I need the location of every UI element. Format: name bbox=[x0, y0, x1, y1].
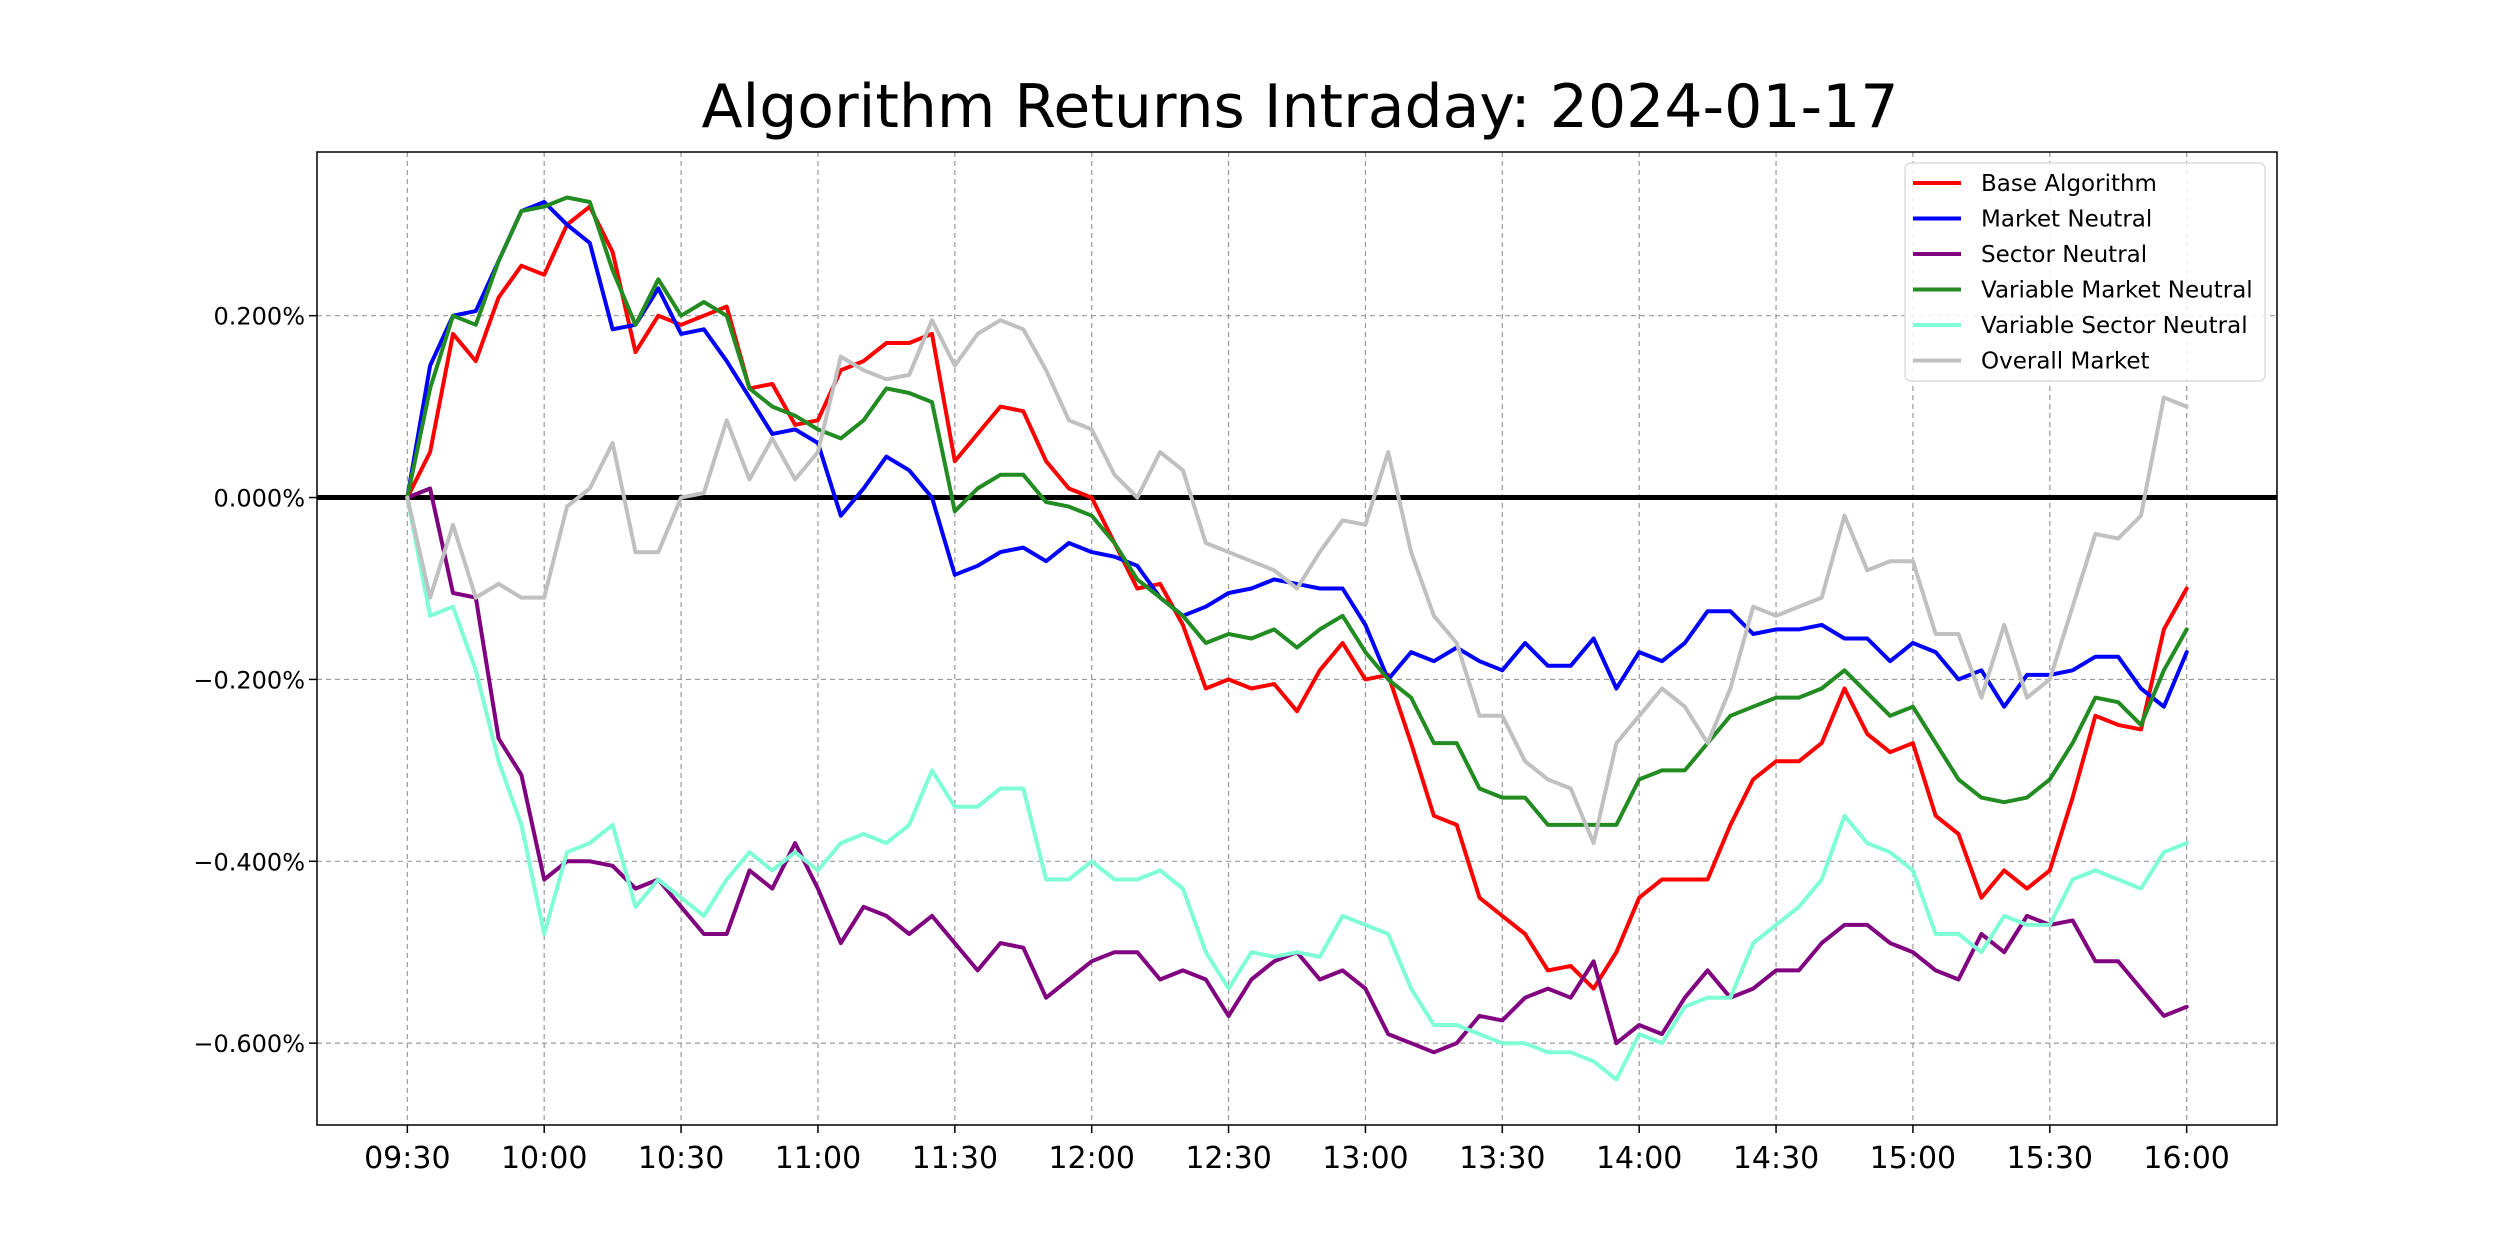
x-tick-label: 13:00 bbox=[1322, 1141, 1408, 1176]
legend-label: Sector Neutral bbox=[1981, 242, 2147, 268]
x-tick-label: 10:00 bbox=[501, 1141, 587, 1176]
x-tick-label: 11:00 bbox=[775, 1141, 861, 1176]
x-tick-label: 12:00 bbox=[1048, 1141, 1134, 1176]
x-tick-label: 14:30 bbox=[1733, 1141, 1819, 1176]
legend-label: Market Neutral bbox=[1981, 207, 2152, 233]
legend: Base Algorithm Market Neutral Sector Neutr… bbox=[1904, 162, 2266, 382]
x-tick-label: 10:30 bbox=[638, 1141, 724, 1176]
y-tick-label: 0.000% bbox=[213, 485, 305, 513]
x-tick-label: 09:30 bbox=[364, 1141, 450, 1176]
x-tick-label: 15:30 bbox=[2007, 1141, 2093, 1176]
x-tick-label: 16:00 bbox=[2143, 1141, 2229, 1176]
series-line-4 bbox=[405, 495, 2189, 1082]
series-line-3 bbox=[405, 195, 2189, 827]
legend-label: Variable Sector Neutral bbox=[1981, 313, 2248, 339]
x-tick-label: 11:30 bbox=[912, 1141, 998, 1176]
axis-ticks: 09:30 10:00 10:30 11:00 11:30 12:00 12:30 13:00… bbox=[193, 303, 2230, 1176]
legend-label: Variable Market Neutral bbox=[1981, 278, 2253, 304]
legend-label: Overall Market bbox=[1981, 349, 2150, 375]
y-tick-label: −0.400% bbox=[193, 848, 305, 876]
y-tick-label: 0.200% bbox=[213, 303, 305, 331]
legend-label: Base Algorithm bbox=[1981, 171, 2157, 197]
chart-title: Algorithm Returns Intraday: 2024-01-17 bbox=[701, 72, 1899, 142]
series-line-0 bbox=[405, 204, 2189, 991]
x-tick-label: 12:30 bbox=[1185, 1141, 1271, 1176]
y-tick-label: −0.200% bbox=[193, 666, 305, 694]
x-tick-label: 15:00 bbox=[1870, 1141, 1956, 1176]
plot-area-frame bbox=[316, 151, 2278, 1126]
series-line-5 bbox=[405, 318, 2189, 846]
series-line-1 bbox=[405, 200, 2189, 709]
y-tick-label: −0.600% bbox=[193, 1030, 305, 1058]
series-lines bbox=[405, 195, 2189, 1082]
legend-box bbox=[1904, 162, 2266, 382]
x-tick-label: 13:30 bbox=[1459, 1141, 1545, 1176]
x-tick-label: 14:00 bbox=[1596, 1141, 1682, 1176]
